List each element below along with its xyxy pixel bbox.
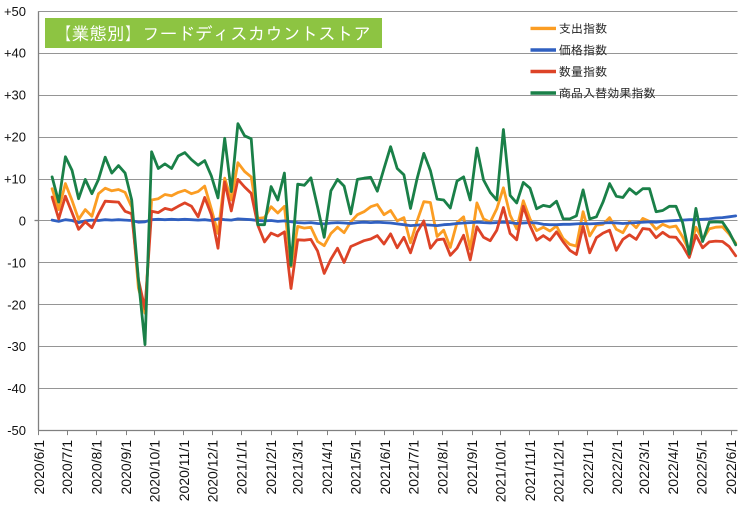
svg-text:2020/7/1: 2020/7/1 bbox=[59, 440, 75, 495]
svg-text:2021/1/1: 2021/1/1 bbox=[234, 440, 250, 495]
svg-text:0: 0 bbox=[19, 213, 26, 228]
svg-text:2020/11/1: 2020/11/1 bbox=[176, 440, 192, 501]
svg-text:-20: -20 bbox=[7, 297, 26, 312]
svg-text:2021/10/1: 2021/10/1 bbox=[493, 440, 509, 502]
svg-text:2020/8/1: 2020/8/1 bbox=[89, 440, 105, 495]
svg-text:2022/5/1: 2022/5/1 bbox=[694, 440, 710, 495]
svg-text:2021/7/1: 2021/7/1 bbox=[405, 440, 421, 495]
svg-text:2020/12/1: 2020/12/1 bbox=[204, 440, 220, 502]
svg-text:+40: +40 bbox=[4, 46, 26, 61]
svg-text:2021/2/1: 2021/2/1 bbox=[263, 440, 279, 495]
svg-text:-30: -30 bbox=[7, 339, 26, 354]
svg-text:2022/1/1: 2022/1/1 bbox=[580, 440, 596, 495]
svg-text:-50: -50 bbox=[7, 423, 26, 438]
svg-text:+20: +20 bbox=[4, 130, 26, 145]
svg-text:-40: -40 bbox=[7, 381, 26, 396]
svg-text:2022/4/1: 2022/4/1 bbox=[665, 440, 681, 495]
svg-text:2021/5/1: 2021/5/1 bbox=[348, 440, 364, 495]
svg-text:2020/6/1: 2020/6/1 bbox=[31, 440, 47, 495]
svg-text:+10: +10 bbox=[4, 172, 26, 187]
svg-text:2021/12/1: 2021/12/1 bbox=[550, 440, 566, 502]
svg-text:-10: -10 bbox=[7, 255, 26, 270]
svg-text:2022/6/1: 2022/6/1 bbox=[723, 440, 739, 495]
svg-text:2022/2/1: 2022/2/1 bbox=[609, 440, 625, 495]
svg-text:2020/9/1: 2020/9/1 bbox=[118, 440, 134, 495]
svg-text:+50: +50 bbox=[4, 4, 26, 19]
svg-text:2021/8/1: 2021/8/1 bbox=[435, 440, 451, 495]
svg-text:2022/3/1: 2022/3/1 bbox=[636, 440, 652, 495]
svg-text:2021/4/1: 2021/4/1 bbox=[319, 440, 335, 495]
svg-text:2021/6/1: 2021/6/1 bbox=[377, 440, 393, 495]
svg-text:2021/3/1: 2021/3/1 bbox=[290, 440, 306, 495]
svg-text:2021/11/1: 2021/11/1 bbox=[522, 440, 538, 501]
svg-text:2021/9/1: 2021/9/1 bbox=[464, 440, 480, 495]
svg-text:2020/10/1: 2020/10/1 bbox=[147, 440, 163, 502]
svg-text:+30: +30 bbox=[4, 88, 26, 103]
